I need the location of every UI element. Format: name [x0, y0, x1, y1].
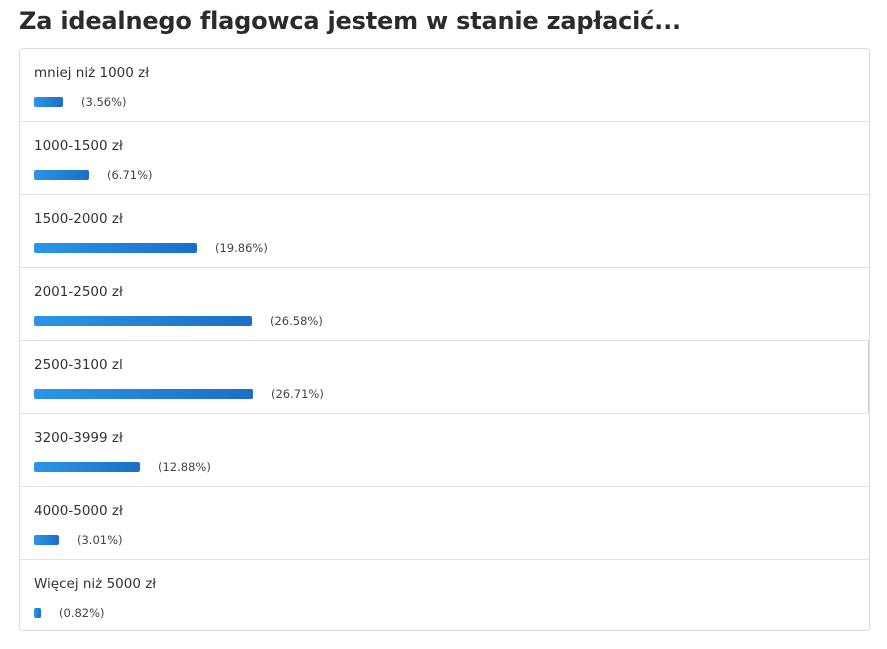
bar-row: (3.01%)	[34, 533, 123, 547]
poll-results: mniej niż 1000 zł (3.56%) 1000-1500 zł (…	[19, 48, 870, 631]
bar-row: (26.58%)	[34, 314, 323, 328]
option-label: Więcej niż 5000 zł	[34, 576, 157, 592]
option-label: 2001-2500 zł	[34, 284, 123, 300]
result-bar	[34, 535, 59, 545]
option-label: 1500-2000 zł	[34, 211, 123, 227]
poll-option: 2500-3100 zl (26.71%)	[20, 340, 869, 413]
result-bar	[34, 97, 63, 107]
option-label: 4000-5000 zł	[34, 503, 123, 519]
percentage-label: (26.58%)	[270, 314, 323, 328]
result-bar	[34, 243, 197, 253]
bar-row: (19.86%)	[34, 241, 268, 255]
poll-option: mniej niż 1000 zł (3.56%)	[20, 49, 869, 121]
percentage-label: (3.01%)	[77, 533, 123, 547]
result-bar	[34, 462, 140, 472]
percentage-label: (6.71%)	[107, 168, 153, 182]
bar-row: (0.82%)	[34, 606, 105, 620]
percentage-label: (26.71%)	[271, 387, 324, 401]
poll-option: 1000-1500 zł (6.71%)	[20, 121, 869, 194]
poll-option: 2001-2500 zł (26.58%)	[20, 267, 869, 340]
option-label: mniej niż 1000 zł	[34, 65, 150, 81]
percentage-label: (19.86%)	[215, 241, 268, 255]
option-label: 1000-1500 zł	[34, 138, 123, 154]
result-bar	[34, 389, 253, 399]
poll-option: Więcej niż 5000 zł (0.82%)	[20, 559, 869, 630]
bar-row: (3.56%)	[34, 95, 127, 109]
poll-option: 3200-3999 zł (12.88%)	[20, 413, 869, 486]
poll-option: 1500-2000 zł (19.86%)	[20, 194, 869, 267]
option-label: 3200-3999 zł	[34, 430, 123, 446]
percentage-label: (3.56%)	[81, 95, 127, 109]
bar-row: (6.71%)	[34, 168, 153, 182]
percentage-label: (0.82%)	[59, 606, 105, 620]
option-label: 2500-3100 zl	[34, 357, 123, 373]
result-bar	[34, 170, 89, 180]
poll-option: 4000-5000 zł (3.01%)	[20, 486, 869, 559]
result-bar	[34, 608, 41, 618]
bar-row: (26.71%)	[34, 387, 324, 401]
poll-title: Za idealnego flagowca jestem w stanie za…	[19, 7, 681, 35]
result-bar	[34, 316, 252, 326]
bar-row: (12.88%)	[34, 460, 211, 474]
percentage-label: (12.88%)	[158, 460, 211, 474]
